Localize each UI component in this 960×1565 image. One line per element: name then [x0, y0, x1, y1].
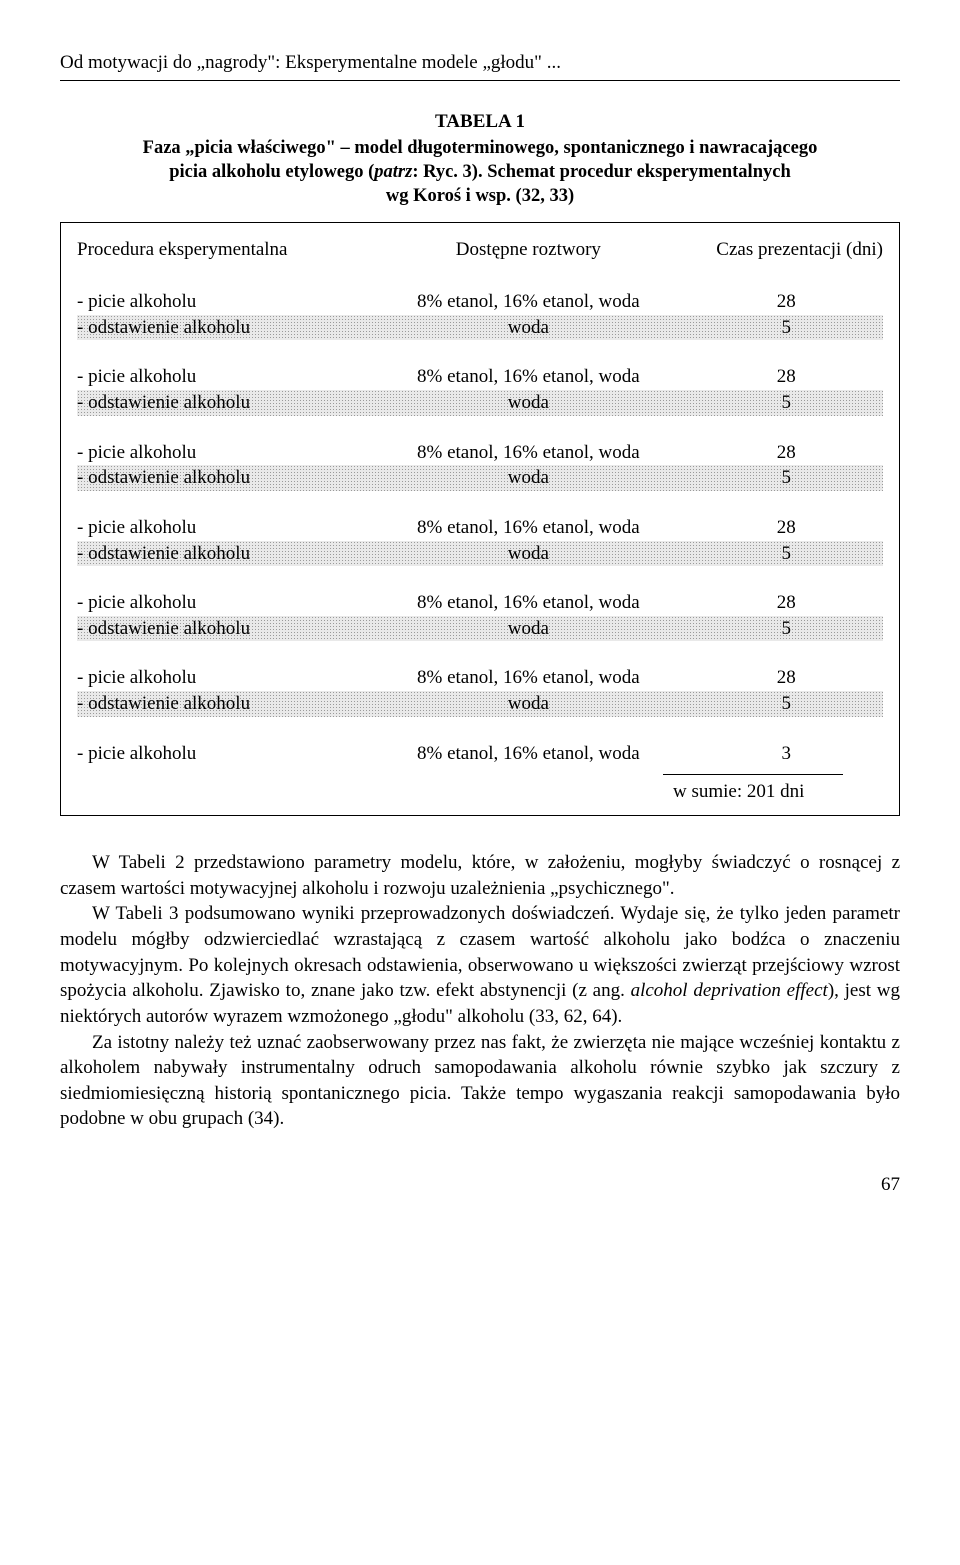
cell-procedure: - picie alkoholu	[77, 665, 367, 691]
table-caption: TABELA 1 Faza „picia właściwego" – model…	[60, 109, 900, 209]
cell-solutions: 8% etanol, 16% etanol, woda	[367, 289, 689, 315]
cell-procedure: - picie alkoholu	[77, 364, 367, 390]
cell-procedure: - odstawienie alkoholu	[77, 315, 367, 341]
cell-days: 5	[690, 315, 883, 341]
table-caption-line-1: Faza „picia właściwego" – model długoter…	[60, 136, 900, 160]
cell-days: 28	[690, 665, 883, 691]
table-row: - picie alkoholu 8% etanol, 16% etanol, …	[77, 741, 883, 767]
cell-days: 5	[690, 465, 883, 491]
table-row: - picie alkoholu8% etanol, 16% etanol, w…	[77, 364, 883, 390]
cell-solutions: 8% etanol, 16% etanol, woda	[367, 364, 689, 390]
table-caption-line-3: wg Koroś i wsp. (32, 33)	[60, 184, 900, 208]
table-row-shaded: - odstawienie alkoholuwoda5	[77, 616, 883, 642]
running-head: Od motywacji do „nagrody": Eksperymental…	[60, 50, 900, 81]
cell-procedure: - picie alkoholu	[77, 590, 367, 616]
col-header-solutions: Dostępne roztwory	[367, 237, 689, 263]
cell-procedure: - picie alkoholu	[77, 289, 367, 315]
cell-days: 3	[690, 741, 883, 767]
cell-days: 28	[690, 590, 883, 616]
table-row: - picie alkoholu8% etanol, 16% etanol, w…	[77, 590, 883, 616]
cell-days: 28	[690, 515, 883, 541]
cell-solutions: 8% etanol, 16% etanol, woda	[367, 440, 689, 466]
caption-pre-italic: picia alkoholu etylowego (patrz: Ryc. 3)…	[169, 162, 791, 182]
cell-procedure: - odstawienie alkoholu	[77, 616, 367, 642]
cell-solutions: woda	[367, 390, 689, 416]
paragraph: W Tabeli 2 przedstawiono parametry model…	[60, 850, 900, 901]
cell-solutions: 8% etanol, 16% etanol, woda	[367, 515, 689, 541]
paragraph: W Tabeli 3 podsumowano wyniki przeprowad…	[60, 901, 900, 1029]
cell-days: 5	[690, 390, 883, 416]
table-row-pair: - picie alkoholu8% etanol, 16% etanol, w…	[77, 364, 883, 415]
cell-solutions: 8% etanol, 16% etanol, woda	[367, 665, 689, 691]
cell-solutions: woda	[367, 315, 689, 341]
cell-procedure: - picie alkoholu	[77, 741, 367, 767]
cell-procedure: - odstawienie alkoholu	[77, 541, 367, 567]
cell-procedure: - picie alkoholu	[77, 515, 367, 541]
table-box: Procedura eksperymentalna Dostępne roztw…	[60, 222, 900, 816]
table-sum-row: w sumie: 201 dni	[77, 774, 883, 805]
cell-days: 5	[690, 616, 883, 642]
table-row-pair: - picie alkoholu8% etanol, 16% etanol, w…	[77, 590, 883, 641]
table-label: TABELA 1	[60, 109, 900, 135]
cell-days: 28	[690, 364, 883, 390]
table-row: - picie alkoholu8% etanol, 16% etanol, w…	[77, 289, 883, 315]
page-number: 67	[60, 1172, 900, 1198]
paragraph: Za istotny należy też uznać zaobserwowan…	[60, 1030, 900, 1133]
table-caption-line-2: picia alkoholu etylowego (patrz: Ryc. 3)…	[60, 160, 900, 184]
body-text: W Tabeli 2 przedstawiono parametry model…	[60, 850, 900, 1132]
cell-days: 28	[690, 289, 883, 315]
table-row: - picie alkoholu8% etanol, 16% etanol, w…	[77, 665, 883, 691]
col-header-days: Czas prezentacji (dni)	[690, 237, 889, 263]
cell-procedure: - odstawienie alkoholu	[77, 465, 367, 491]
table-row: - picie alkoholu8% etanol, 16% etanol, w…	[77, 440, 883, 466]
cell-days: 28	[690, 440, 883, 466]
table-row-pair: - picie alkoholu8% etanol, 16% etanol, w…	[77, 665, 883, 716]
table-row-shaded: - odstawienie alkoholuwoda5	[77, 315, 883, 341]
cell-solutions: woda	[367, 465, 689, 491]
cell-days: 5	[690, 541, 883, 567]
cell-solutions: woda	[367, 541, 689, 567]
table-row-pair: - picie alkoholu8% etanol, 16% etanol, w…	[77, 440, 883, 491]
table-row-shaded: - odstawienie alkoholuwoda5	[77, 541, 883, 567]
table-row: - picie alkoholu8% etanol, 16% etanol, w…	[77, 515, 883, 541]
table-header-row: Procedura eksperymentalna Dostępne roztw…	[77, 237, 883, 263]
cell-days: 5	[690, 691, 883, 717]
cell-solutions: 8% etanol, 16% etanol, woda	[367, 590, 689, 616]
cell-procedure: - picie alkoholu	[77, 440, 367, 466]
table-sum-label: w sumie: 201 dni	[663, 774, 843, 805]
cell-procedure: - odstawienie alkoholu	[77, 390, 367, 416]
table-row-shaded: - odstawienie alkoholuwoda5	[77, 465, 883, 491]
col-header-procedure: Procedura eksperymentalna	[77, 237, 367, 263]
table-row-pair: - picie alkoholu8% etanol, 16% etanol, w…	[77, 289, 883, 340]
cell-solutions: woda	[367, 616, 689, 642]
table-row-shaded: - odstawienie alkoholuwoda5	[77, 691, 883, 717]
cell-procedure: - odstawienie alkoholu	[77, 691, 367, 717]
cell-solutions: 8% etanol, 16% etanol, woda	[367, 741, 689, 767]
cell-solutions: woda	[367, 691, 689, 717]
table-row-shaded: - odstawienie alkoholuwoda5	[77, 390, 883, 416]
table-row-pair: - picie alkoholu8% etanol, 16% etanol, w…	[77, 515, 883, 566]
